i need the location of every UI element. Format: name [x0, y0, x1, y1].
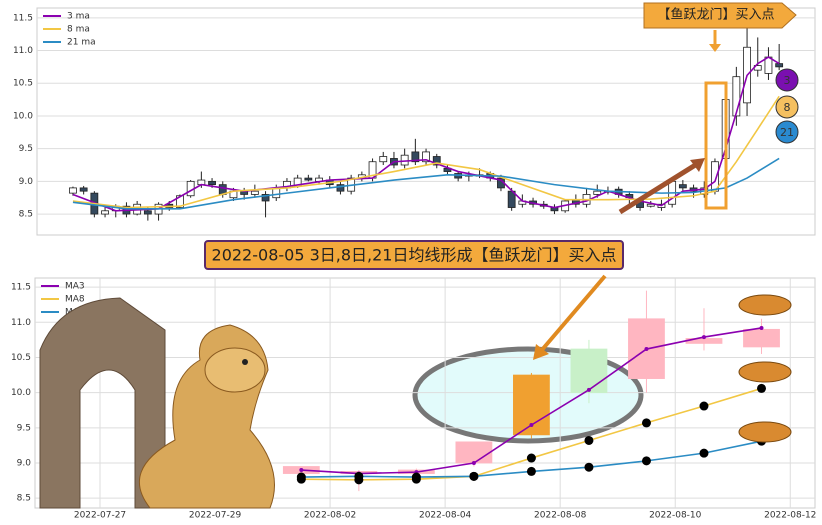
trend-arrow — [618, 161, 699, 215]
ma-point — [757, 383, 767, 393]
badge — [775, 95, 799, 119]
highlight-box — [704, 81, 728, 210]
candle-body — [261, 194, 270, 202]
ma-line — [72, 95, 780, 209]
legend-label: MA8 — [65, 295, 85, 305]
y-tick-label: 10.5 — [13, 79, 33, 89]
candle-body — [570, 348, 608, 394]
candle-body — [455, 441, 493, 464]
candle-body — [69, 187, 77, 194]
ma-point — [641, 418, 651, 428]
x-tick-label: 2022-08-02 — [304, 511, 356, 521]
candle-body — [764, 56, 773, 74]
candle-body — [304, 177, 313, 181]
ma-point — [584, 462, 594, 472]
annotation-box — [643, 2, 797, 29]
y-tick-label: 11.5 — [11, 283, 31, 293]
ma-point — [701, 335, 706, 340]
candle-body — [411, 151, 420, 163]
y-tick-label: 9.5 — [17, 423, 31, 433]
y-tick-label: 11.0 — [13, 46, 33, 56]
candle-body — [101, 210, 109, 215]
ma-line — [72, 157, 780, 210]
y-tick-label: 9.0 — [19, 177, 34, 187]
ma-point — [471, 460, 476, 465]
ma-point — [699, 401, 709, 411]
candle-body — [400, 154, 409, 166]
ma-point — [299, 468, 304, 473]
candle-body — [432, 156, 441, 166]
ma-point — [529, 423, 534, 428]
candle-body — [250, 190, 259, 195]
pointer-arrow — [539, 274, 607, 353]
candle-body — [208, 180, 216, 186]
legend-label: 21 ma — [67, 38, 96, 48]
carp — [738, 361, 792, 383]
y-tick-label: 9.0 — [17, 458, 32, 468]
candle-body — [732, 76, 741, 117]
ma-point — [759, 325, 764, 330]
y-tick-label: 8.5 — [19, 210, 33, 220]
badge-label: 8 — [784, 101, 791, 114]
legend-label: 8 ma — [67, 25, 90, 35]
candle-body — [593, 190, 602, 195]
chart-title: 2022-08-05 3日,8日,21日均线形成【鱼跃龙门】买入点 — [212, 246, 617, 265]
x-tick-label: 2022-08-08 — [534, 511, 587, 521]
candle-body — [336, 184, 345, 192]
y-tick-label: 11.0 — [11, 318, 31, 328]
y-tick-label: 11.5 — [13, 13, 33, 23]
plot-frame — [36, 7, 816, 236]
x-tick-label: 2022-08-10 — [649, 511, 702, 521]
x-tick-label: 2022-07-27 — [74, 511, 126, 521]
badge-label: 3 — [784, 74, 791, 87]
badge-label: 21 — [780, 126, 794, 139]
y-tick-label: 10.0 — [13, 111, 33, 121]
annotation: 【鱼跃龙门】买入点 — [657, 7, 774, 23]
trend-arrow-head — [690, 158, 705, 172]
y-tick-label: 10.5 — [11, 353, 31, 363]
ma-point — [641, 456, 651, 466]
legend-label: MA3 — [65, 282, 85, 292]
candle-body — [422, 151, 430, 163]
candle-body — [678, 184, 687, 189]
decorations: 【鱼跃龙门】买入点 3 8 21 2022-08-05 3日,8日,21日均线形… — [39, 2, 799, 509]
pointer-arrow-head — [533, 344, 549, 360]
candle-body — [379, 156, 388, 163]
ma-point — [296, 472, 306, 482]
x-tick-label: 2022-08-12 — [764, 511, 816, 521]
candle-body — [743, 328, 780, 348]
legend-label: 3 ma — [67, 12, 90, 22]
x-tick-label: 2022-07-29 — [189, 511, 242, 521]
ma-point — [584, 435, 594, 445]
title-banner — [204, 240, 624, 270]
candle-body — [143, 210, 152, 215]
ma-point — [526, 453, 536, 463]
candle-body — [646, 203, 655, 207]
dog-head — [204, 347, 266, 393]
ma-point — [469, 471, 479, 481]
y-tick-label: 9.5 — [19, 144, 33, 154]
carp — [738, 294, 792, 316]
y-tick-label: 8.5 — [17, 494, 31, 504]
down-arrow-head — [709, 44, 721, 52]
ma-point — [354, 471, 364, 481]
candle-body — [176, 195, 184, 208]
ma-point — [644, 347, 649, 352]
candle-body — [79, 187, 88, 192]
badge — [775, 120, 799, 144]
badge — [775, 68, 799, 92]
y-tick-label: 10.0 — [11, 388, 31, 398]
ma-point — [586, 387, 591, 392]
carp — [738, 421, 792, 443]
ma-point — [526, 466, 536, 476]
candle-body — [775, 63, 784, 68]
ma-point — [411, 472, 421, 482]
ma-point — [699, 448, 709, 458]
dog-eye — [242, 359, 248, 365]
x-tick-label: 2022-08-04 — [419, 511, 472, 521]
